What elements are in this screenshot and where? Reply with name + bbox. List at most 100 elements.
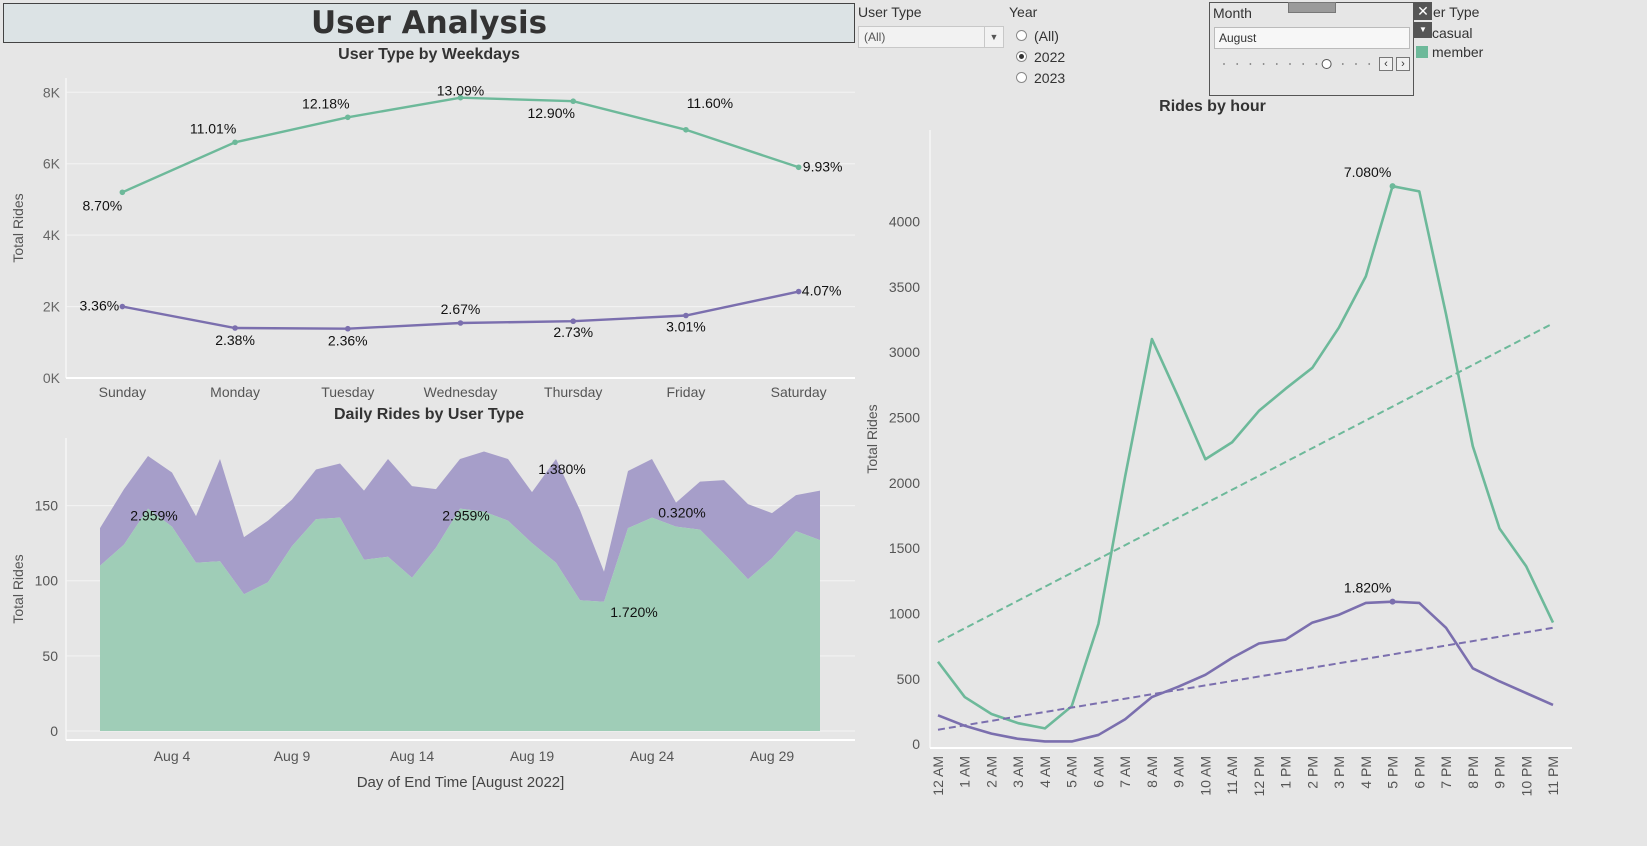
slider-tick[interactable] xyxy=(1315,63,1318,65)
slider-tick[interactable] xyxy=(1236,63,1239,65)
data-point-member[interactable] xyxy=(119,189,126,196)
y-axis-label: Total Rides xyxy=(10,554,26,623)
x-tick-label: Aug 24 xyxy=(630,748,675,764)
hourly-chart-title: Rides by hour xyxy=(1159,98,1266,115)
year-option-all[interactable]: (All) xyxy=(1016,25,1065,46)
data-point-casual[interactable] xyxy=(232,325,238,331)
x-tick-label: 2 AM xyxy=(983,756,999,788)
x-tick-label: 11 PM xyxy=(1545,756,1561,795)
x-tick-label: Monday xyxy=(210,384,260,400)
chevron-down-icon[interactable]: ▼ xyxy=(984,27,1003,47)
slider-tick[interactable] xyxy=(1223,63,1225,65)
data-label-casual: 2.73% xyxy=(553,324,593,340)
y-tick-label: 2000 xyxy=(889,475,920,491)
x-tick-label: 10 AM xyxy=(1197,756,1213,796)
x-tick-label: Saturday xyxy=(771,384,827,400)
legend-swatch-member xyxy=(1416,45,1428,58)
x-tick-label: 9 AM xyxy=(1171,756,1187,788)
data-point-member[interactable] xyxy=(795,164,802,171)
data-point-casual[interactable] xyxy=(457,320,464,326)
slider-tick[interactable] xyxy=(1368,63,1371,65)
y-axis-label: Total Rides xyxy=(864,404,880,473)
trend-line-member[interactable] xyxy=(937,322,1554,644)
data-point-casual[interactable] xyxy=(344,325,351,332)
data-point-casual[interactable] xyxy=(119,303,126,310)
close-icon[interactable]: ✕ xyxy=(1414,2,1432,20)
data-label-member: 12.18% xyxy=(302,95,349,111)
y-tick-label: 150 xyxy=(35,498,59,514)
menu-icon[interactable]: ▼ xyxy=(1414,22,1432,38)
x-tick-label: 7 AM xyxy=(1117,756,1133,788)
data-point-member[interactable] xyxy=(570,98,577,105)
year-option-2023[interactable]: 2023 xyxy=(1016,67,1065,88)
peak-point-casual[interactable] xyxy=(1389,598,1396,605)
x-tick-label: Tuesday xyxy=(321,384,374,400)
area-casual[interactable] xyxy=(100,451,820,602)
y-tick-label: 100 xyxy=(35,573,59,589)
slider-tick[interactable] xyxy=(1355,63,1357,65)
slider-tick[interactable] xyxy=(1289,63,1291,65)
data-label-member: 11.60% xyxy=(687,95,733,111)
radio-selected-icon[interactable] xyxy=(1016,51,1027,62)
series-line-member[interactable] xyxy=(936,184,1555,730)
slider-tick[interactable] xyxy=(1275,63,1278,65)
data-point-member[interactable] xyxy=(344,114,351,121)
data-point-casual[interactable] xyxy=(570,318,577,325)
slider-tick[interactable] xyxy=(1249,63,1252,65)
year-option-2022[interactable]: 2022 xyxy=(1016,46,1065,67)
y-tick-label: 8K xyxy=(43,84,61,100)
y-tick-label: 1500 xyxy=(889,540,920,556)
month-filter-card: Month August ‹ › xyxy=(1209,2,1414,96)
x-tick-label: 5 PM xyxy=(1385,756,1401,789)
slider-tick[interactable] xyxy=(1341,63,1344,65)
x-tick-label: 6 AM xyxy=(1090,756,1106,788)
month-slider[interactable] xyxy=(1210,51,1415,81)
y-tick-label: 2500 xyxy=(889,409,920,425)
trend-line-casual[interactable] xyxy=(937,626,1554,731)
x-tick-label: 5 AM xyxy=(1064,756,1080,788)
slider-tick[interactable] xyxy=(1302,63,1305,65)
month-input[interactable]: August xyxy=(1214,27,1410,49)
x-tick-label: 3 PM xyxy=(1331,756,1347,789)
x-tick-label: 8 PM xyxy=(1465,756,1481,789)
data-point-member[interactable] xyxy=(683,126,689,133)
slider-tick[interactable] xyxy=(1262,63,1265,65)
x-tick-label: 12 AM xyxy=(930,756,946,796)
data-point-member[interactable] xyxy=(457,94,464,101)
x-tick-label: 12 PM xyxy=(1251,756,1267,796)
x-tick-label: Aug 4 xyxy=(154,748,191,764)
month-filter-label: Month xyxy=(1213,5,1252,21)
month-slider-thumb[interactable] xyxy=(1321,59,1332,69)
chevron-right-icon[interactable]: › xyxy=(1396,57,1410,71)
peak-point-member[interactable] xyxy=(1389,183,1396,190)
data-point-casual[interactable] xyxy=(683,312,689,319)
user-type-dropdown-value: (All) xyxy=(864,30,886,44)
legend-item-member[interactable]: member xyxy=(1416,42,1483,61)
x-tick-label: 4 PM xyxy=(1358,756,1374,789)
radio-icon[interactable] xyxy=(1016,30,1027,41)
series-line-member[interactable] xyxy=(121,96,800,194)
drag-handle-icon[interactable] xyxy=(1288,2,1336,13)
data-label-casual: 3.36% xyxy=(80,298,120,314)
x-tick-label: 10 PM xyxy=(1518,756,1534,796)
x-tick-label: Aug 14 xyxy=(390,748,435,764)
y-tick-label: 2K xyxy=(43,299,61,315)
series-line-casual[interactable] xyxy=(937,600,1554,743)
y-tick-label: 0 xyxy=(912,736,920,752)
radio-icon[interactable] xyxy=(1016,72,1027,83)
legend-swatch-casual xyxy=(1416,27,1428,39)
data-point-casual[interactable] xyxy=(795,288,802,295)
y-tick-label: 0K xyxy=(43,370,61,386)
chevron-left-icon[interactable]: ‹ xyxy=(1379,57,1393,71)
x-tick-label: Thursday xyxy=(544,384,602,400)
user-type-dropdown[interactable]: (All) ▼ xyxy=(858,26,1004,48)
data-label-member: 9.93% xyxy=(803,158,843,174)
legend-item-casual[interactable]: casual xyxy=(1416,23,1483,42)
x-tick-label: 1 AM xyxy=(957,756,973,788)
data-label-casual: 2.36% xyxy=(328,333,368,349)
x-tick-label: 7 PM xyxy=(1438,756,1454,789)
month-slider-track[interactable] xyxy=(1223,63,1371,65)
data-label-member: 11.01% xyxy=(190,120,236,136)
data-point-member[interactable] xyxy=(232,139,238,146)
data-label-casual: 2.38% xyxy=(215,332,255,348)
